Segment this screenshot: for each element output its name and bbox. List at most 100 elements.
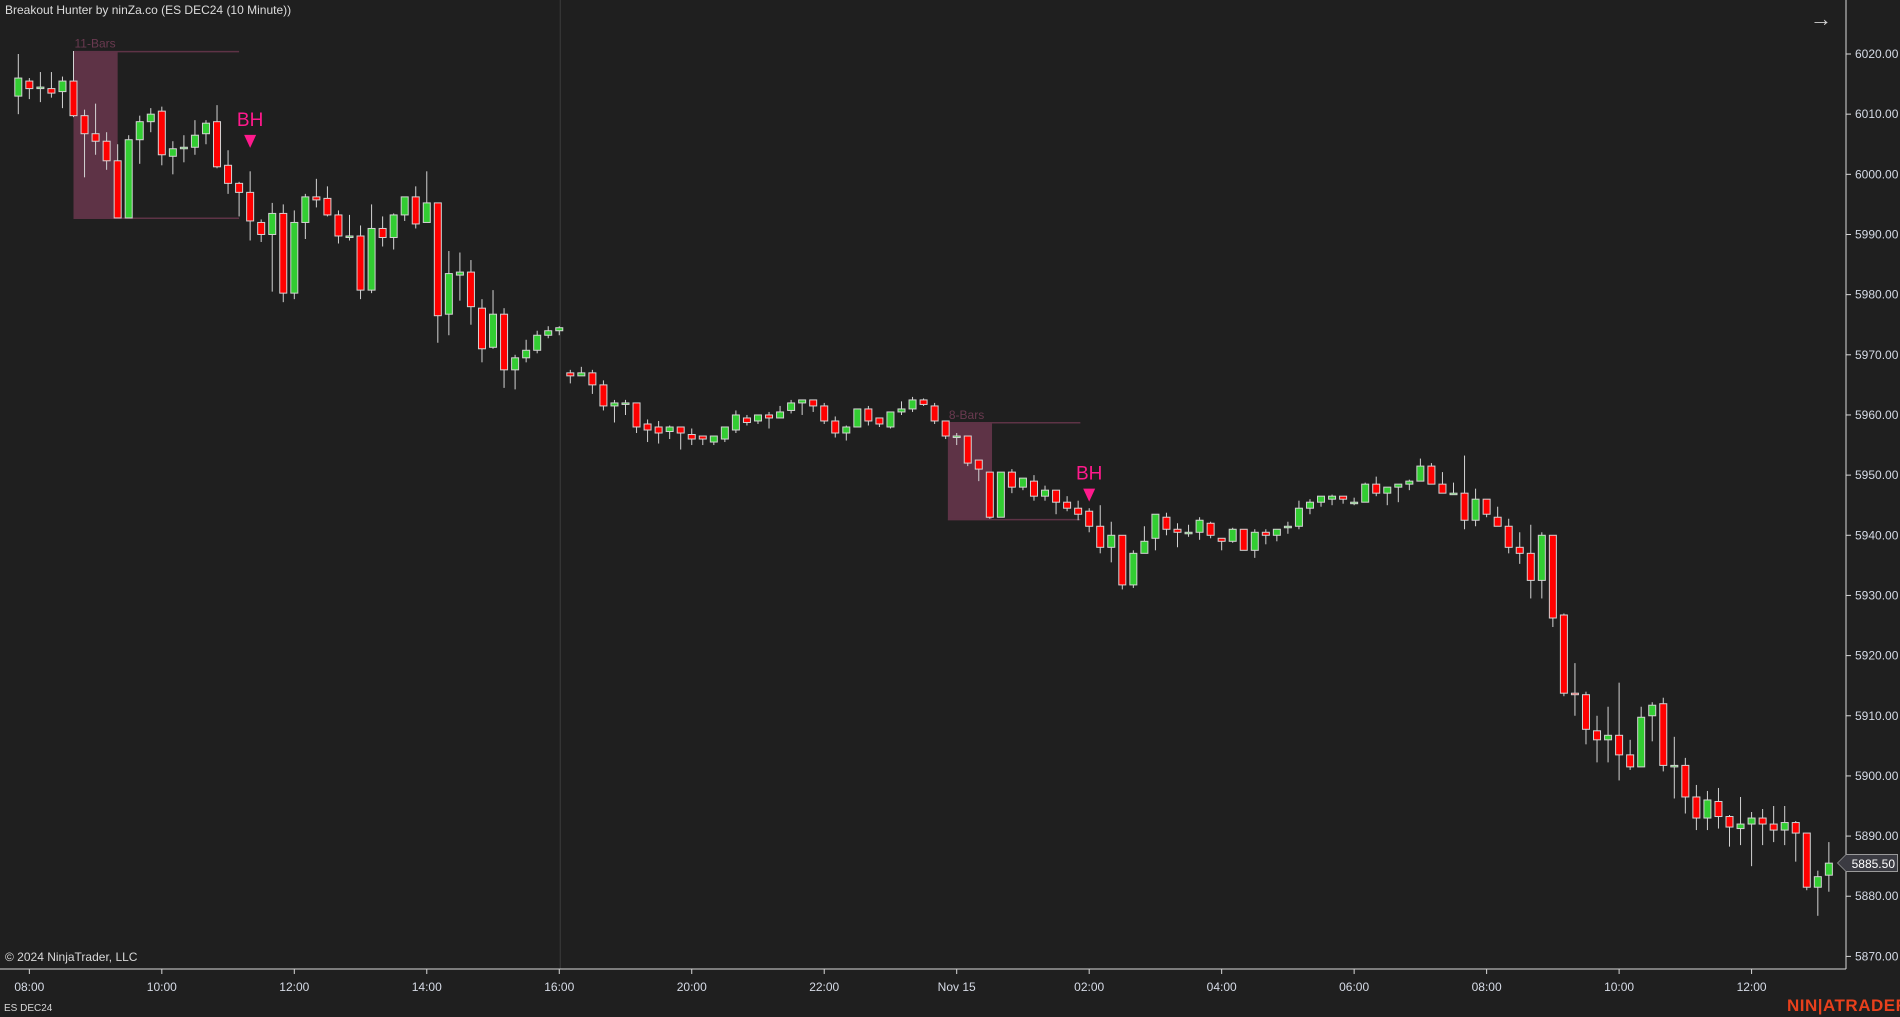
time-axis[interactable]: 08:00 10:00 12:00 14:00 16:00 20:00 22:00 Nov 1… [0, 968, 1846, 994]
price-tick-label: 5940.00 [1855, 528, 1899, 542]
candle [1162, 512, 1171, 536]
price-tick-label: 5990.00 [1855, 227, 1899, 241]
candle-body-up [1184, 531, 1193, 535]
breakout-box-label: 8-Bars [949, 408, 984, 422]
candle-body-down [963, 435, 972, 464]
candle [1283, 521, 1292, 534]
candle [1118, 534, 1127, 590]
candle [698, 435, 707, 446]
candle [842, 425, 851, 441]
candle [1548, 534, 1557, 628]
candle-body-down [765, 414, 774, 419]
candle-body-up [1604, 734, 1613, 741]
candle [367, 204, 376, 294]
candle-body-down [742, 417, 751, 423]
ninjatrader-logo: NIN|ATRADER [1787, 996, 1900, 1015]
candle [720, 426, 729, 443]
candle-body-down [875, 417, 884, 425]
candle-body-down [411, 196, 420, 225]
candle-body-up [455, 271, 464, 276]
candle-body-up [533, 334, 542, 351]
candle [378, 216, 387, 247]
candle-body-down [1096, 525, 1105, 548]
candle-body-down [279, 212, 288, 294]
time-tick-label: 16:00 [544, 980, 574, 994]
candle [301, 193, 310, 239]
candle [500, 308, 509, 388]
candle [1173, 523, 1182, 548]
candle [753, 414, 762, 424]
candle [1637, 706, 1646, 768]
candle-body-up [1747, 817, 1756, 825]
candle [897, 401, 906, 415]
candle-body-up [135, 121, 144, 141]
candle [1537, 532, 1546, 599]
candle [820, 402, 829, 424]
candle-body-up [1449, 492, 1458, 496]
candle [930, 402, 939, 424]
candle-body-down [676, 426, 685, 434]
candle [1559, 613, 1568, 697]
candle-body-up [720, 426, 729, 440]
candle-body-up [1041, 489, 1050, 497]
candle-body-up [1405, 480, 1414, 485]
candle-body-down [25, 80, 34, 90]
candle [1151, 513, 1160, 551]
candle-body-up [1328, 495, 1337, 500]
candle [908, 396, 917, 412]
candle-body-up [709, 435, 718, 443]
arrow-right-icon[interactable]: → [1810, 6, 1832, 31]
candle-body-down [831, 420, 840, 434]
candle [599, 380, 608, 411]
candle-body-down [1217, 537, 1226, 542]
candle [941, 420, 950, 440]
candle [1593, 715, 1602, 763]
candle [1659, 697, 1668, 772]
candle-body-up [842, 426, 851, 434]
candle [1250, 529, 1259, 558]
time-tick-label: 02:00 [1074, 980, 1104, 994]
candle-body-up [168, 148, 177, 157]
candle-body-down [312, 196, 321, 201]
candle-body-down [213, 121, 222, 168]
candle-body-up [886, 411, 895, 428]
time-tick-label: 04:00 [1207, 980, 1237, 994]
candle-body-down [588, 372, 597, 386]
candle [422, 171, 431, 223]
price-axis[interactable]: 6020.00 6010.00 6000.00 5990.00 5980.00 5970.… [1845, 0, 1899, 969]
candle-body-up [1272, 528, 1281, 536]
candle-body-down [1339, 495, 1348, 500]
candle [1526, 524, 1535, 599]
candle-body-up [1283, 525, 1292, 529]
candle [124, 135, 133, 219]
candle-body-up [1648, 704, 1657, 717]
candle-body-down [1052, 489, 1061, 503]
candle [257, 219, 266, 242]
candle-body-up [1305, 501, 1314, 509]
candle-body-up [753, 414, 762, 422]
candle [1294, 500, 1303, 530]
candle-body-down [1791, 822, 1800, 834]
candle [113, 144, 122, 219]
candle-body-down [1173, 528, 1182, 533]
candle [875, 417, 884, 427]
candle [963, 435, 972, 467]
candle-body-up [179, 146, 188, 150]
candle [787, 399, 796, 414]
candle [687, 428, 696, 446]
candle [1692, 784, 1701, 831]
candle [1085, 508, 1094, 533]
candle-body-down [1769, 823, 1778, 831]
candle [886, 411, 895, 429]
candle [742, 414, 751, 426]
candle [1615, 682, 1624, 781]
breakout-box-label: 11-Bars [75, 37, 116, 51]
candle [654, 420, 663, 444]
candle [1758, 809, 1767, 846]
time-tick-label: 06:00 [1339, 980, 1369, 994]
signal-down-arrow-icon [1083, 488, 1096, 502]
candle-body-down [974, 459, 983, 470]
candle-body-down [466, 271, 475, 308]
candle [952, 433, 961, 446]
